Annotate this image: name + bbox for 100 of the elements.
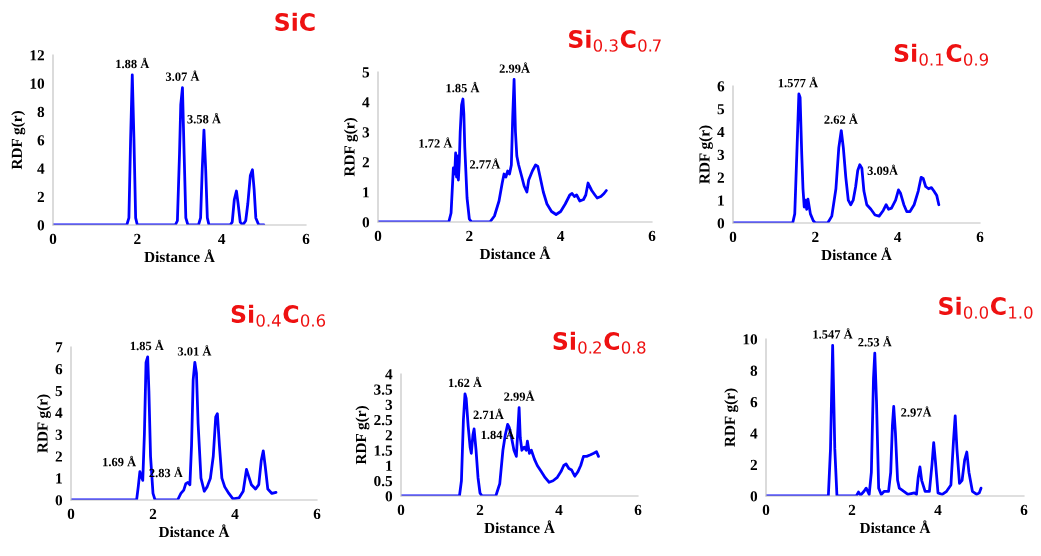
chart-title: Si$_{0.3}$C$_{0.7}$ (569, 29, 661, 52)
y-tick-label: 2 (385, 430, 393, 441)
y-tick-label: 3 (385, 399, 393, 410)
chart-title: Si$_{0.0}$C$_{1.0}$ (939, 296, 1033, 319)
y-axis-title: RDF g(r) (724, 388, 739, 447)
y-tick-label: 3 (55, 429, 63, 440)
x-tick-label: 6 (634, 504, 642, 516)
annotation: 1.577 Å (778, 76, 818, 88)
x-tick-label: 4 (894, 231, 902, 242)
y-tick-label: 2 (37, 191, 45, 202)
annotation: 3.07 Å (165, 70, 200, 81)
y-tick-label: 4 (750, 428, 758, 439)
y-axis-title: RDF g(r) (698, 125, 713, 184)
x-tick-label: 2 (848, 504, 856, 515)
x-tick-label: 2 (149, 508, 157, 519)
annotation: 2.77Å (469, 158, 501, 169)
y-tick-label: 8 (37, 106, 45, 118)
y-tick-label: 2 (750, 459, 758, 470)
annotation: 2.71Å (473, 408, 504, 420)
y-tick-label: 6 (750, 396, 758, 408)
annotation: 1.88 Å (116, 57, 150, 69)
y-tick-label: 10 (30, 78, 45, 89)
y-tick-label: 12 (30, 50, 45, 61)
y-tick-label: 2.5 (374, 414, 393, 426)
x-axis-title: Distance Å (821, 247, 892, 261)
x-tick-label: 4 (231, 508, 239, 519)
y-axis-title: RDF g(r) (343, 118, 358, 177)
x-tick-label: 0 (762, 504, 770, 516)
annotation: 3.58 Å (187, 112, 221, 124)
y-tick-label: 0.5 (374, 475, 393, 487)
annotation: 1.69 Å (103, 455, 137, 467)
annotation: 1.547 Å (813, 328, 853, 339)
chart-title: Si$_{0.2}$C$_{0.8}$ (553, 331, 646, 354)
x-tick-label: 0 (397, 504, 405, 516)
y-tick-label: 3 (717, 149, 725, 160)
y-tick-label: 0 (717, 218, 725, 229)
x-axis-title: Distance Å (158, 524, 230, 538)
x-tick-label: 6 (313, 508, 321, 520)
annotation: 2.97Å (901, 406, 932, 417)
y-tick-label: 5 (55, 386, 63, 397)
x-tick-label: 6 (1020, 504, 1028, 516)
y-tick-label: 5 (362, 67, 370, 78)
y-tick-label: 6 (717, 81, 725, 92)
y-tick-label: 2 (362, 157, 370, 168)
x-axis-title: Distance Å (144, 249, 215, 263)
x-tick-label: 0 (67, 508, 75, 520)
annotation: 2.99Å (499, 62, 530, 73)
x-tick-label: 4 (934, 504, 942, 515)
x-axis-title: Distance Å (484, 520, 555, 534)
y-tick-label: 1 (386, 460, 392, 471)
x-tick-label: 6 (976, 231, 984, 243)
x-tick-label: 4 (218, 233, 226, 244)
y-tick-label: 4 (717, 126, 725, 137)
x-tick-label: 6 (648, 230, 656, 242)
x-axis-title: Distance Å (479, 246, 551, 260)
y-tick-label: 1 (363, 187, 369, 198)
x-tick-label: 6 (302, 233, 310, 245)
y-tick-label: 2 (717, 172, 725, 183)
x-tick-label: 0 (729, 231, 737, 243)
y-tick-label: 4 (385, 369, 393, 380)
y-axis-title: RDF g(r) (11, 111, 26, 170)
annotation: 1.72 Å (419, 137, 453, 148)
y-tick-label: 3 (362, 127, 370, 138)
y-tick-label: 2 (55, 451, 63, 462)
annotation: 1.85 Å (130, 339, 164, 351)
chart-title: Si$_{0.1}$C$_{0.9}$ (894, 43, 989, 66)
annotation: 2.53 Å (858, 336, 892, 347)
y-tick-label: 0 (750, 491, 758, 502)
y-tick-label: 4 (362, 97, 370, 108)
y-tick-label: 0 (37, 220, 45, 231)
annotation: 2.99Å (504, 390, 535, 401)
x-tick-label: 4 (555, 504, 563, 515)
annotation: 1.85 Å (446, 81, 480, 93)
chart-title: Si$_{0.4}$C$_{0.6}$ (231, 304, 326, 327)
chart-title: SiC (275, 12, 315, 31)
y-tick-label: 1.5 (374, 445, 393, 456)
annotation: 1.62 Å (448, 376, 482, 388)
y-tick-label: 6 (55, 364, 63, 375)
y-tick-label: 1 (718, 195, 724, 206)
x-tick-label: 2 (466, 230, 473, 241)
y-tick-label: 10 (743, 334, 758, 345)
y-tick-label: 4 (37, 163, 45, 174)
y-tick-label: 0 (55, 495, 63, 506)
x-tick-label: 2 (476, 504, 484, 515)
x-axis-title: Distance Å (859, 520, 931, 534)
annotation: 2.62 Å (824, 113, 858, 124)
y-tick-label: 6 (37, 135, 45, 146)
y-axis-title: RDF g(r) (36, 394, 51, 453)
y-tick-label: 3.5 (374, 384, 393, 395)
y-tick-label: 4 (55, 407, 63, 418)
y-tick-label: 0 (385, 491, 393, 502)
y-tick-label: 5 (717, 104, 725, 115)
y-tick-label: 8 (750, 365, 758, 376)
y-tick-label: 0 (362, 217, 370, 228)
y-axis-title: RDF g(r) (355, 406, 370, 465)
x-tick-label: 4 (557, 230, 565, 241)
y-tick-label: 7 (55, 342, 63, 353)
y-tick-label: 1 (56, 473, 62, 484)
annotation: 3.01 Å (177, 345, 212, 356)
annotation: 3.09Å (867, 164, 898, 176)
